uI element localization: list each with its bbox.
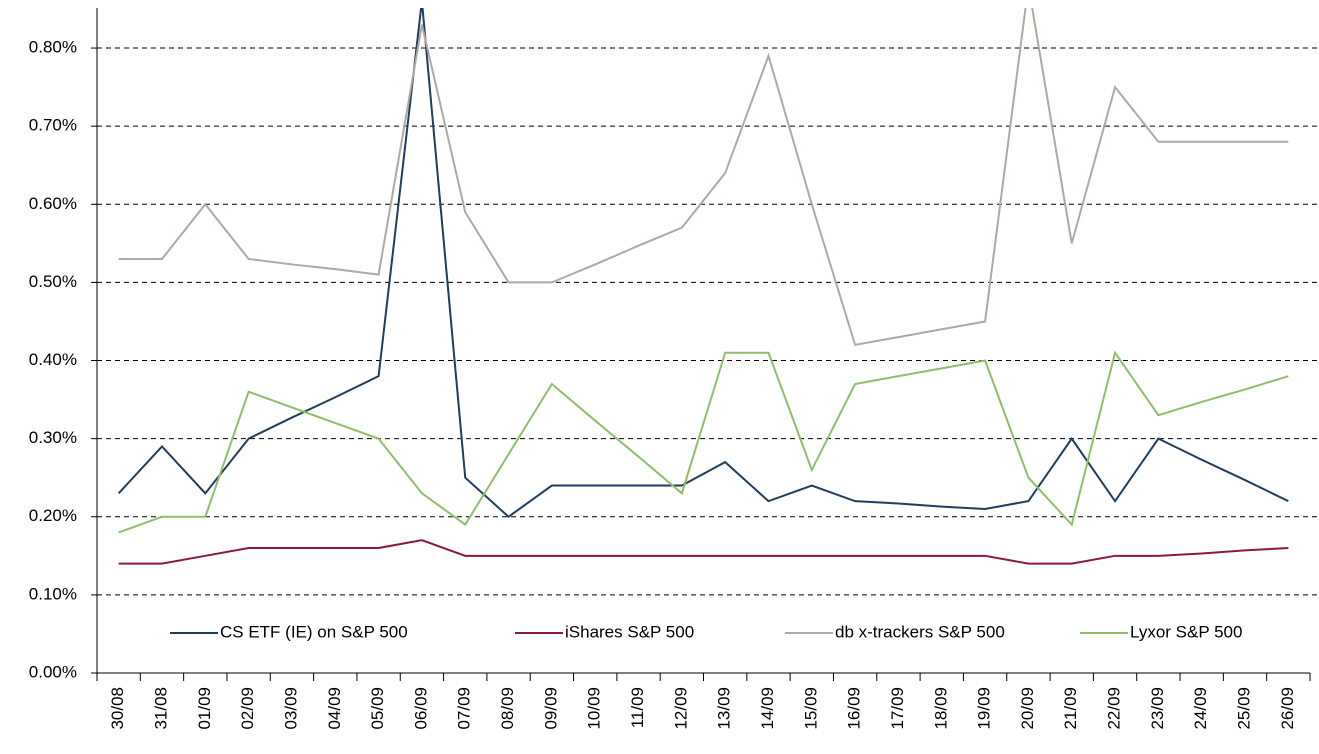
x-tick-label: 14/09 xyxy=(758,687,777,730)
x-tick-label: 01/09 xyxy=(195,687,214,730)
legend-label: Lyxor S&P 500 xyxy=(1130,622,1242,641)
plot-area xyxy=(117,8,1289,565)
y-tick-label: 0.20% xyxy=(29,506,77,525)
series-line xyxy=(118,350,1289,534)
x-tick-label: 17/09 xyxy=(888,687,907,730)
legend-label: iShares S&P 500 xyxy=(565,622,694,641)
x-tick-label: 10/09 xyxy=(585,687,604,730)
x-tick-label: 06/09 xyxy=(411,687,430,730)
x-tick-label: 31/08 xyxy=(151,687,170,730)
y-tick-label: 0.40% xyxy=(29,350,77,369)
x-tick-label: 09/09 xyxy=(541,687,560,730)
x-tick-label: 12/09 xyxy=(671,687,690,730)
y-tick-label: 0.60% xyxy=(29,194,77,213)
x-tick-label: 22/09 xyxy=(1105,687,1124,730)
x-tick-label: 07/09 xyxy=(455,687,474,730)
series-line xyxy=(118,539,1289,565)
x-tick-label: 19/09 xyxy=(975,687,994,730)
x-tick-label: 24/09 xyxy=(1191,687,1210,730)
legend-label: CS ETF (IE) on S&P 500 xyxy=(220,622,408,641)
x-tick-label: 18/09 xyxy=(931,687,950,730)
y-tick-label: 0.30% xyxy=(29,428,77,447)
x-tick-label: 26/09 xyxy=(1278,687,1297,730)
x-tick-label: 20/09 xyxy=(1018,687,1037,730)
y-tick-label: 0.00% xyxy=(29,662,77,681)
axes: 0.00% 0.10% 0.20% 0.30% 0.40% 0.50% 0.60% 0.70%… xyxy=(29,8,1311,730)
y-tick-label: 0.10% xyxy=(29,584,77,603)
y-tick-label: 0.80% xyxy=(29,38,77,57)
x-tick-label: 23/09 xyxy=(1148,687,1167,730)
x-tick-label: 03/09 xyxy=(281,687,300,730)
x-tick-label: 05/09 xyxy=(368,687,387,730)
x-tick-label: 02/09 xyxy=(238,687,257,730)
x-tick-label: 21/09 xyxy=(1061,687,1080,730)
x-tick-label: 30/08 xyxy=(108,687,127,730)
x-tick-label: 04/09 xyxy=(325,687,344,730)
x-tick-label: 11/09 xyxy=(628,687,647,728)
x-tick-label: 08/09 xyxy=(498,687,517,730)
series-line xyxy=(118,8,1289,347)
y-tick-label: 0.50% xyxy=(29,272,77,291)
grid xyxy=(97,47,1319,596)
x-tick-label: 13/09 xyxy=(715,687,734,730)
x-tick-label: 16/09 xyxy=(845,687,864,730)
y-tick-label: 0.70% xyxy=(29,116,77,135)
x-tick-label: 25/09 xyxy=(1235,687,1254,730)
x-tick-label: 15/09 xyxy=(801,687,820,730)
series-line xyxy=(117,8,1289,519)
legend-label: db x-trackers S&P 500 xyxy=(835,622,1005,641)
